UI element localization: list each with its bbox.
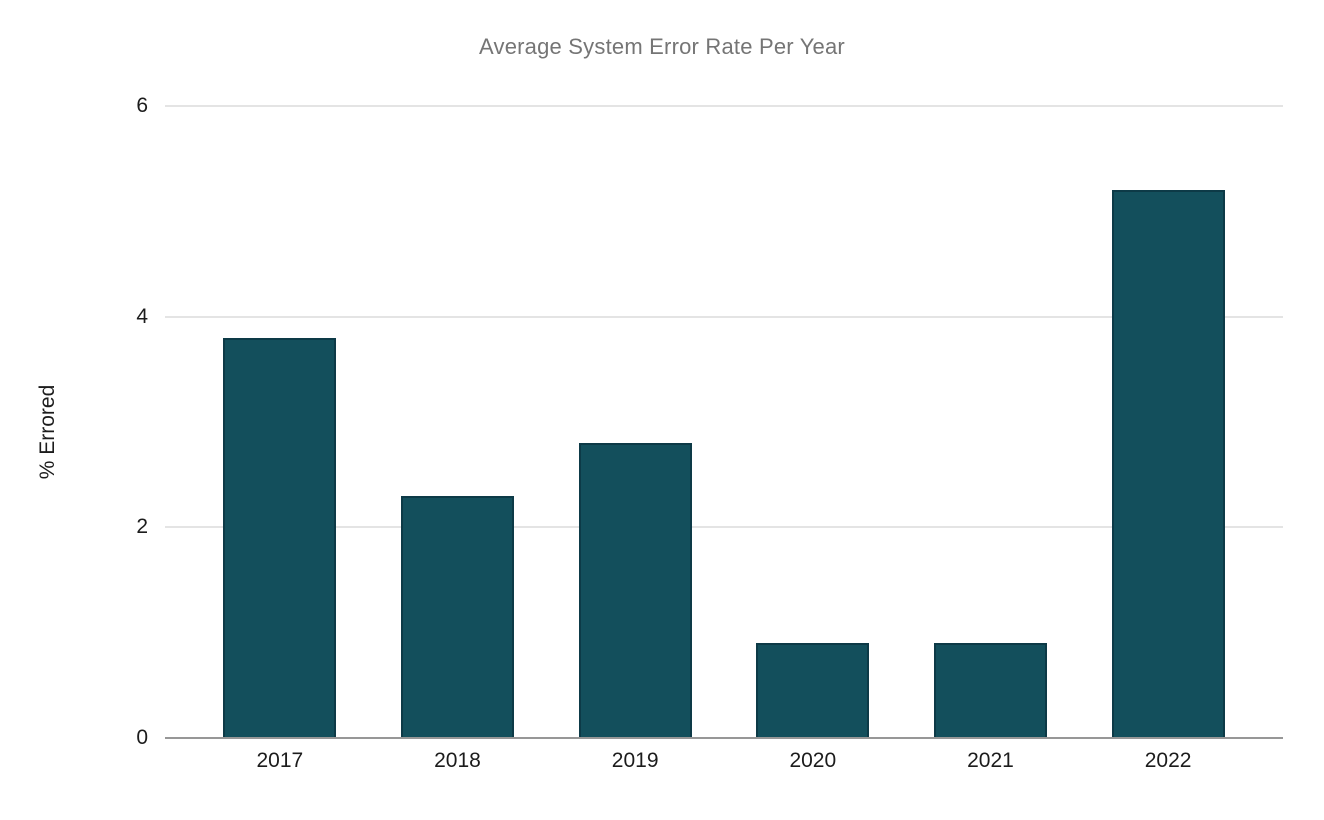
- x-tick-label: 2018: [434, 749, 481, 772]
- y-tick-label: 6: [136, 94, 148, 117]
- bars-row: [165, 106, 1283, 738]
- x-tick-label: 2020: [789, 749, 837, 772]
- bar-2017: [223, 337, 337, 738]
- gridline: [165, 315, 1283, 318]
- chart-title: Average System Error Rate Per Year: [479, 34, 845, 59]
- x-tick-label: 2021: [967, 749, 1014, 772]
- bar-2021: [933, 643, 1047, 738]
- y-tick-label: 4: [136, 304, 148, 328]
- x-tick-labels: 2017 2018 2019 2020 2021 2022: [165, 748, 1283, 774]
- gridline: [165, 105, 1283, 107]
- y-tick-label: 0: [136, 726, 148, 749]
- bar-2022: [1111, 190, 1225, 738]
- y-tick-label: 2: [136, 515, 148, 539]
- bar-2019: [578, 443, 692, 738]
- x-tick-label: 2017: [256, 749, 304, 772]
- x-tick-label: 2022: [1144, 749, 1192, 772]
- plot-area: [165, 105, 1283, 739]
- x-tick-label: 2019: [611, 749, 659, 772]
- y-axis-title: % Errored: [36, 384, 59, 480]
- x-axis-line: [165, 737, 1283, 739]
- bar-2020: [756, 643, 870, 738]
- bar-2018: [400, 495, 514, 738]
- gridline: [165, 526, 1283, 529]
